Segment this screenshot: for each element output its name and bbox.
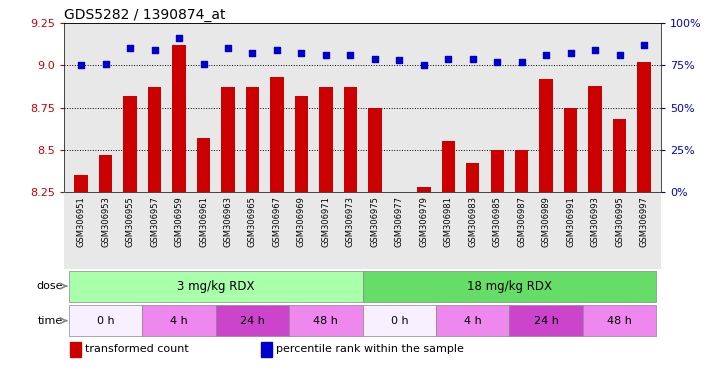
Bar — [75, 175, 88, 192]
Text: 48 h: 48 h — [607, 316, 632, 326]
Text: GSM306991: GSM306991 — [566, 196, 575, 247]
Text: 24 h: 24 h — [534, 316, 559, 326]
Text: GSM306975: GSM306975 — [370, 196, 380, 247]
Point — [149, 47, 160, 53]
Bar — [613, 119, 626, 192]
Text: GSM306987: GSM306987 — [517, 196, 526, 247]
Text: GSM306993: GSM306993 — [591, 196, 599, 247]
Bar — [294, 96, 308, 192]
Text: GSM306983: GSM306983 — [469, 196, 477, 247]
Point — [296, 50, 307, 56]
Point — [75, 62, 87, 68]
Point — [491, 59, 503, 65]
Bar — [540, 79, 553, 192]
Text: dose: dose — [36, 281, 63, 291]
Text: 18 mg/kg RDX: 18 mg/kg RDX — [467, 280, 552, 293]
Bar — [99, 155, 112, 192]
Bar — [417, 187, 431, 192]
Text: GSM306961: GSM306961 — [199, 196, 208, 247]
Point — [394, 57, 405, 63]
Bar — [123, 96, 137, 192]
Text: GSM306985: GSM306985 — [493, 196, 502, 247]
Text: GSM306989: GSM306989 — [542, 196, 551, 247]
Point — [100, 61, 112, 67]
Bar — [270, 77, 284, 192]
Bar — [246, 87, 260, 192]
Text: GSM306957: GSM306957 — [150, 196, 159, 247]
Text: transformed count: transformed count — [85, 344, 188, 354]
Bar — [148, 87, 161, 192]
Text: 0 h: 0 h — [97, 316, 114, 326]
Point — [516, 59, 528, 65]
Text: GSM306969: GSM306969 — [297, 196, 306, 247]
Bar — [466, 163, 479, 192]
Bar — [289, 305, 363, 336]
Text: 0 h: 0 h — [390, 316, 408, 326]
Text: GSM306951: GSM306951 — [77, 196, 85, 247]
Text: GSM306967: GSM306967 — [272, 196, 282, 247]
Text: GSM306995: GSM306995 — [615, 196, 624, 247]
Bar — [197, 138, 210, 192]
Text: GSM306997: GSM306997 — [640, 196, 648, 247]
Point — [638, 42, 650, 48]
Text: 48 h: 48 h — [314, 316, 338, 326]
Text: 4 h: 4 h — [464, 316, 481, 326]
Point — [442, 55, 454, 61]
Bar — [515, 150, 528, 192]
Text: 3 mg/kg RDX: 3 mg/kg RDX — [177, 280, 255, 293]
Point — [589, 47, 601, 53]
Bar — [363, 270, 656, 302]
Text: GSM306959: GSM306959 — [174, 196, 183, 247]
Point — [565, 50, 577, 56]
Text: time: time — [38, 316, 63, 326]
Point — [540, 52, 552, 58]
Bar — [436, 305, 510, 336]
Bar — [491, 150, 504, 192]
Text: GSM306965: GSM306965 — [248, 196, 257, 247]
Text: 24 h: 24 h — [240, 316, 265, 326]
Bar — [261, 342, 272, 357]
Bar — [368, 108, 382, 192]
Text: GSM306979: GSM306979 — [419, 196, 428, 247]
Bar — [215, 305, 289, 336]
Bar — [510, 305, 583, 336]
Bar — [564, 108, 577, 192]
Text: GDS5282 / 1390874_at: GDS5282 / 1390874_at — [64, 8, 225, 22]
Bar — [583, 305, 656, 336]
Text: 4 h: 4 h — [170, 316, 188, 326]
Point — [467, 55, 479, 61]
Point — [614, 52, 625, 58]
Bar — [69, 270, 363, 302]
Point — [223, 45, 234, 51]
Bar — [69, 305, 142, 336]
Text: GSM306981: GSM306981 — [444, 196, 453, 247]
Text: GSM306963: GSM306963 — [223, 196, 232, 247]
Point — [173, 35, 185, 41]
Bar — [70, 342, 81, 357]
Point — [247, 50, 258, 56]
Bar — [363, 305, 436, 336]
Point — [320, 52, 331, 58]
Text: GSM306977: GSM306977 — [395, 196, 404, 247]
Text: GSM306971: GSM306971 — [321, 196, 331, 247]
Point — [345, 52, 356, 58]
Bar — [142, 305, 215, 336]
Text: GSM306953: GSM306953 — [101, 196, 110, 247]
Text: percentile rank within the sample: percentile rank within the sample — [276, 344, 464, 354]
Point — [198, 61, 209, 67]
Bar — [343, 87, 357, 192]
Text: GSM306973: GSM306973 — [346, 196, 355, 247]
Point — [272, 47, 283, 53]
Bar — [172, 45, 186, 192]
Bar — [637, 62, 651, 192]
Bar — [64, 192, 661, 269]
Point — [369, 55, 380, 61]
Point — [124, 45, 136, 51]
Bar — [319, 87, 333, 192]
Bar — [589, 86, 602, 192]
Bar — [221, 87, 235, 192]
Point — [418, 62, 429, 68]
Text: GSM306955: GSM306955 — [126, 196, 134, 247]
Bar — [442, 141, 455, 192]
